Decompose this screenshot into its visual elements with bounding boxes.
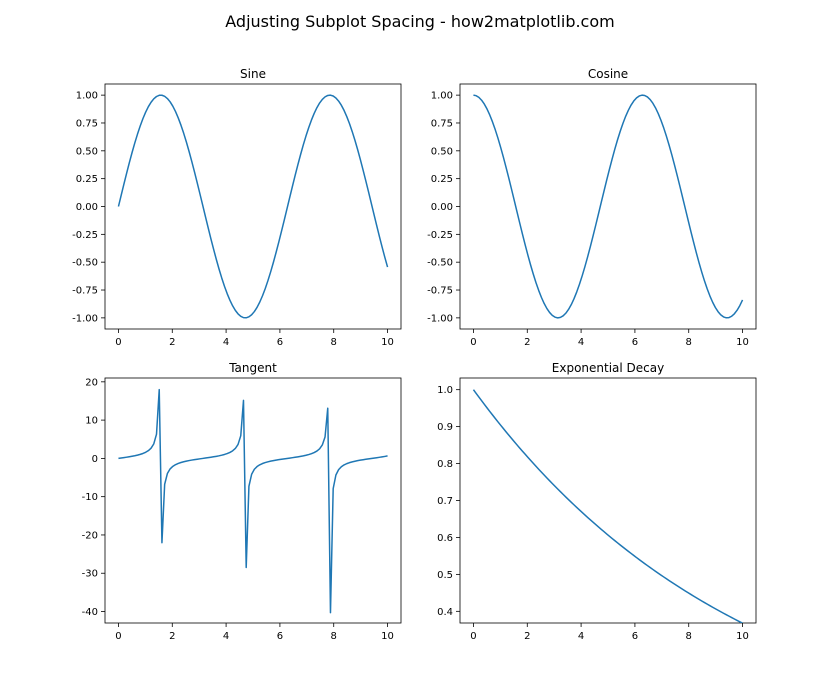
y-tick-label: -0.50	[427, 258, 453, 269]
x-tick-label: 8	[331, 337, 337, 348]
y-tick-label: -0.50	[72, 258, 98, 269]
x-tick-label: 6	[277, 631, 283, 642]
plot-frame-sine	[104, 83, 402, 330]
plot-frame-exponential-decay	[459, 377, 757, 624]
y-tick-label: 1.00	[76, 91, 98, 102]
x-tick-label: 8	[331, 631, 337, 642]
series-line-sine	[117, 94, 389, 319]
plot-frame-cosine	[459, 83, 757, 330]
y-tick-label: 0.25	[76, 174, 98, 185]
x-tick-label: 10	[736, 631, 749, 642]
x-tick-label: 4	[578, 337, 584, 348]
x-tick-label: 10	[736, 337, 749, 348]
x-tick-label: 2	[524, 337, 530, 348]
x-tick-label: 2	[169, 337, 175, 348]
subplot-title-tangent: Tangent	[228, 361, 277, 375]
x-tick-label: 2	[524, 631, 530, 642]
x-tick-label: 2	[169, 631, 175, 642]
series-line-cosine	[473, 94, 744, 319]
y-tick-label: -20	[82, 530, 98, 541]
y-tick-label: 10	[85, 416, 98, 427]
y-tick-label: 0.5	[437, 570, 453, 581]
x-tick-label: 6	[277, 337, 283, 348]
y-tick-label: 0.00	[431, 202, 453, 213]
y-tick-label: 0.50	[431, 146, 453, 157]
subplot-title-sine: Sine	[240, 67, 266, 81]
y-tick-label: -0.75	[72, 286, 98, 297]
y-tick-label: -0.25	[72, 230, 98, 241]
series-line-exponential-decay	[472, 389, 743, 623]
y-tick-label: 0.8	[437, 459, 453, 470]
y-tick-label: 0.9	[437, 422, 453, 433]
x-tick-label: 10	[381, 631, 394, 642]
subplot-title-cosine: Cosine	[588, 67, 628, 81]
y-tick-label: -30	[82, 569, 98, 580]
y-tick-label: 0.75	[76, 118, 98, 129]
y-tick-label: 1.0	[437, 385, 453, 396]
y-tick-label: -1.00	[72, 313, 98, 324]
x-tick-label: 0	[115, 337, 121, 348]
subplot-exponential-decay: Exponential Decay 0 2 4 6 8 10 1.0 0.9 0.8 0.7 0.6…	[437, 361, 757, 642]
y-tick-label: 1.00	[431, 91, 453, 102]
subplot-cosine: Cosine 0 2 4 6 8 10 1.00 0.75 0.50 0.25 0.00 -0.25 -…	[427, 67, 757, 348]
x-tick-label: 8	[686, 337, 692, 348]
x-tick-label: 10	[381, 337, 394, 348]
x-tick-label: 4	[578, 631, 584, 642]
y-tick-label: 0.6	[437, 533, 453, 544]
subplot-tangent: Tangent 0 2 4 6 8 10 20 10 0 -10 -20 -30 -40	[82, 361, 402, 642]
y-tick-label: 0.25	[431, 174, 453, 185]
y-tick-label: 0.75	[431, 118, 453, 129]
x-tick-label: 0	[470, 337, 476, 348]
plot-frame-tangent	[104, 377, 402, 624]
y-tick-label: -0.75	[427, 286, 453, 297]
subplot-sine: Sine 0 2 4 6 8 10 1.00 0.75 0.50 0.25 0.00 -0.25 -0.…	[72, 67, 402, 348]
y-tick-label: 0.4	[437, 607, 453, 618]
y-tick-label: 0	[92, 454, 98, 465]
y-tick-label: -10	[82, 492, 98, 503]
series-line-tangent	[118, 388, 388, 614]
y-tick-label: -1.00	[427, 313, 453, 324]
y-tick-label: -40	[82, 607, 98, 618]
x-tick-label: 8	[686, 631, 692, 642]
y-tick-label: -0.25	[427, 230, 453, 241]
x-tick-label: 4	[223, 337, 229, 348]
x-tick-label: 0	[115, 631, 121, 642]
subplot-title-exponential-decay: Exponential Decay	[552, 361, 664, 375]
y-tick-label: 0.50	[76, 146, 98, 157]
x-tick-label: 6	[632, 337, 638, 348]
y-tick-label: 0.00	[76, 202, 98, 213]
x-tick-label: 6	[632, 631, 638, 642]
x-tick-label: 4	[223, 631, 229, 642]
y-tick-label: 0.7	[437, 496, 453, 507]
x-tick-label: 0	[470, 631, 476, 642]
figure-title: Adjusting Subplot Spacing - how2matplotl…	[225, 12, 614, 31]
y-tick-label: 20	[85, 377, 98, 388]
